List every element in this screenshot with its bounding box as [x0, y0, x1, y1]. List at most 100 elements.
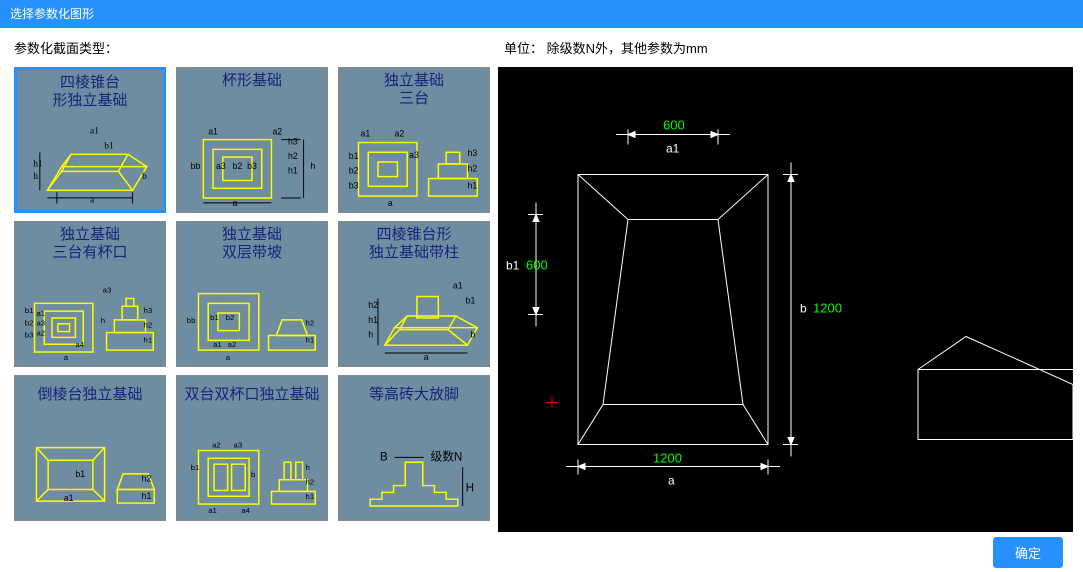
svg-text:b1: b1 — [191, 463, 200, 472]
svg-text:h2: h2 — [144, 321, 153, 330]
right-panel: 单位： 除级数N外，其他参数为mm 600 a1 — [498, 28, 1083, 532]
svg-text:bb: bb — [187, 316, 196, 325]
svg-text:b: b — [251, 470, 255, 479]
svg-text:a2: a2 — [272, 127, 282, 137]
left-panel: 参数化截面类型： 四棱锥台形独立基础 a1b1 h1 — [0, 28, 498, 532]
tile-title: 等高砖大放脚 — [339, 386, 489, 404]
dialog-footer: 确定 — [0, 532, 1083, 572]
svg-text:b3: b3 — [25, 330, 34, 339]
ok-button[interactable]: 确定 — [993, 537, 1063, 568]
titlebar: 选择参数化图形 — [0, 0, 1083, 28]
shape-tile-frustum-with-column[interactable]: 四棱锥台形独立基础带柱 a1b1 h2h1h ba — [338, 221, 490, 367]
svg-text:b: b — [470, 329, 475, 339]
svg-text:b1: b1 — [210, 313, 219, 322]
svg-text:a3: a3 — [216, 161, 226, 171]
svg-text:a2: a2 — [228, 340, 237, 349]
svg-text:a1: a1 — [208, 506, 217, 515]
svg-text:b1: b1 — [349, 151, 359, 161]
svg-text:b2: b2 — [226, 313, 235, 322]
tile-thumb: b1a1 h2h1 — [17, 422, 163, 518]
shape-tile-three-step-cup-footing[interactable]: 独立基础三台有杯口 a3a1a3a2 b1b2b3a4 — [14, 221, 166, 367]
svg-text:h3: h3 — [468, 148, 478, 158]
svg-text:h1: h1 — [306, 492, 315, 501]
svg-text:a2: a2 — [36, 328, 45, 337]
svg-text:a4: a4 — [75, 340, 84, 349]
tile-thumb: bbb1b2 a1a2a h2h1 — [179, 268, 325, 364]
svg-text:h: h — [33, 172, 38, 182]
svg-text:h3: h3 — [288, 136, 298, 146]
svg-text:h: h — [306, 463, 310, 472]
tile-title: 独立基础三台 — [339, 72, 489, 108]
svg-text:a4: a4 — [241, 506, 250, 515]
svg-text:B: B — [380, 450, 388, 463]
preview-viewport[interactable]: 600 a1 — [498, 67, 1073, 532]
svg-text:h2: h2 — [306, 478, 315, 487]
svg-text:b: b — [142, 172, 147, 182]
dim-b1-value: 600 — [526, 258, 548, 273]
tile-title: 倒棱台独立基础 — [15, 386, 165, 404]
svg-text:h2: h2 — [288, 151, 298, 161]
dim-b-label: b — [800, 302, 807, 316]
svg-text:b1: b1 — [466, 295, 476, 305]
shape-tile-two-layer-slope-footing[interactable]: 独立基础双层带坡 bbb1b2 a1a2a h2h1 — [176, 221, 328, 367]
dim-b1-label: b1 — [506, 259, 520, 273]
dialog-title: 选择参数化图形 — [10, 7, 94, 21]
svg-text:b1: b1 — [104, 142, 114, 152]
shape-tile-frustum-footing[interactable]: 四棱锥台形独立基础 a1b1 h1h ba — [14, 67, 166, 213]
svg-text:b1: b1 — [25, 306, 34, 315]
svg-text:a1: a1 — [36, 309, 45, 318]
svg-text:a3: a3 — [36, 319, 45, 328]
svg-text:h1: h1 — [306, 335, 315, 344]
svg-text:h2: h2 — [368, 300, 378, 310]
svg-text:h1: h1 — [144, 335, 153, 344]
tile-title: 独立基础双层带坡 — [177, 226, 327, 262]
svg-text:a1: a1 — [64, 493, 74, 503]
tile-thumb: a1b1 h2h1h ba — [341, 268, 487, 364]
svg-text:a2: a2 — [395, 129, 405, 139]
svg-text:h2: h2 — [468, 164, 478, 174]
svg-text:h: h — [101, 316, 105, 325]
tile-thumb: a1 a2 b1 b2 b3 a3 a h3 h2 h1 — [341, 114, 487, 210]
svg-text:a: a — [64, 353, 69, 362]
shape-grid: 四棱锥台形独立基础 a1b1 h1h ba — [14, 67, 484, 521]
unit-label: 单位： 除级数N外，其他参数为mm — [498, 38, 1073, 57]
dialog: 选择参数化图形 参数化截面类型： 四棱锥台形独立基础 — [0, 0, 1083, 572]
svg-text:h1: h1 — [468, 180, 478, 190]
svg-text:级数N: 级数N — [431, 449, 463, 463]
svg-text:a: a — [90, 196, 95, 206]
svg-text:b2: b2 — [233, 161, 243, 171]
tile-title: 独立基础三台有杯口 — [15, 226, 165, 262]
tile-title: 四棱锥台形独立基础带柱 — [339, 226, 489, 262]
svg-text:a: a — [226, 353, 231, 362]
shape-tile-cup-footing[interactable]: 杯形基础 bba3b2b3 a2a1a h3h2h1h — [176, 67, 328, 213]
svg-text:b1: b1 — [75, 469, 85, 479]
svg-text:b2: b2 — [25, 319, 34, 328]
svg-text:h3: h3 — [144, 306, 153, 315]
svg-text:a3: a3 — [103, 286, 112, 295]
svg-text:a2: a2 — [212, 441, 221, 450]
svg-text:bb: bb — [191, 161, 201, 171]
svg-text:a: a — [388, 198, 393, 208]
tile-thumb: B 级数N H — [341, 422, 487, 518]
svg-text:b3: b3 — [349, 180, 359, 190]
shape-tile-equal-height-brick-step[interactable]: 等高砖大放脚 B 级数N H — [338, 375, 490, 521]
shape-tile-three-step-footing[interactable]: 独立基础三台 a1 a2 b1 b2 b3 a3 a h3 h2 h1 — [338, 67, 490, 213]
svg-text:a1: a1 — [213, 340, 222, 349]
shape-tile-inverted-frustum[interactable]: 倒棱台独立基础 b1a1 h2h1 — [14, 375, 166, 521]
svg-text:b3: b3 — [247, 161, 257, 171]
dim-a1-label: a1 — [666, 142, 680, 156]
svg-text:a3: a3 — [409, 150, 419, 160]
svg-text:a1: a1 — [90, 126, 99, 136]
tile-thumb: a1b1 h1h ba — [19, 112, 161, 208]
svg-text:b2: b2 — [349, 166, 359, 176]
svg-text:a1: a1 — [360, 129, 370, 139]
svg-text:H: H — [466, 481, 474, 494]
section-type-label: 参数化截面类型： — [14, 38, 484, 57]
svg-text:h: h — [310, 161, 315, 171]
svg-text:a1: a1 — [208, 127, 218, 137]
tile-thumb: a2a3 b1b a1a4 hh2h1 — [179, 422, 325, 518]
tile-title: 杯形基础 — [177, 72, 327, 90]
shape-tile-double-step-double-cup[interactable]: 双台双杯口独立基础 a2a3 b1b a1a — [176, 375, 328, 521]
svg-text:h1: h1 — [142, 491, 152, 501]
dialog-body: 参数化截面类型： 四棱锥台形独立基础 a1b1 h1 — [0, 28, 1083, 532]
